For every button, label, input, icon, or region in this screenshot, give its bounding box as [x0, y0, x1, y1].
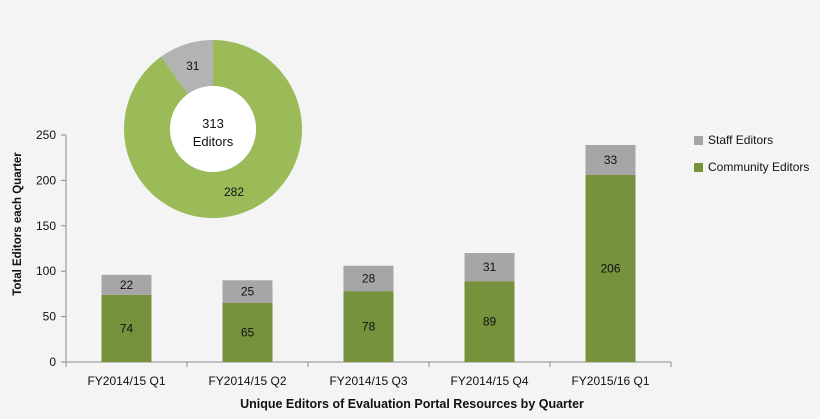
bar-value-label: 28	[362, 271, 376, 285]
staff-editors-slice	[161, 40, 213, 95]
x-axis-label: Unique Editors of Evaluation Portal Reso…	[240, 397, 584, 411]
bar-value-label: 65	[241, 325, 255, 339]
bar-value-label: 89	[483, 315, 497, 329]
slice-value-label: 282	[224, 185, 244, 199]
bar-value-label: 74	[120, 321, 134, 335]
x-tick-label: FY2014/15 Q3	[329, 374, 407, 388]
bar-value-label: 25	[241, 285, 255, 299]
legend-item-staff: Staff Editors	[694, 133, 809, 147]
legend-label: Staff Editors	[708, 133, 774, 147]
x-tick-label: FY2014/15 Q2	[208, 374, 286, 388]
bar-value-label: 206	[600, 261, 620, 275]
y-tick-label: 100	[36, 264, 56, 278]
community-editors-bar	[464, 281, 515, 362]
y-tick-label: 250	[36, 128, 56, 142]
y-tick-label: 0	[49, 355, 56, 369]
y-axis-label: Total Editors each Quarter	[12, 152, 24, 296]
y-tick-label: 150	[36, 219, 56, 233]
donut-center-label: Editors	[193, 134, 234, 149]
community-editors-bar	[222, 302, 273, 362]
x-tick-label: FY2014/15 Q1	[87, 374, 165, 388]
donut-chart: 282 31 313 Editors	[123, 40, 302, 218]
y-tick-label: 50	[43, 310, 57, 324]
y-tick-label: 200	[36, 173, 56, 187]
bar-value-label: 78	[362, 320, 376, 334]
x-tick-label: FY2014/15 Q4	[450, 374, 528, 388]
staff-editors-bar	[343, 265, 394, 292]
donut-center-label: 313	[202, 116, 224, 131]
bars: 74 22 FY2014/15 Q1 65 25 FY2014/15 Q2 78 28 FY20…	[87, 144, 650, 388]
community-editors-bar	[585, 174, 636, 362]
community-editors-bar	[343, 291, 394, 362]
staff-editors-bar	[464, 253, 515, 282]
legend-item-community: Community Editors	[694, 160, 809, 174]
community-editors-slice	[123, 40, 302, 218]
bar-value-label: 22	[120, 278, 134, 292]
axes: 0 50 100 150 200 250	[36, 128, 672, 369]
staff-editors-bar	[101, 274, 152, 295]
bar-value-label: 31	[483, 260, 497, 274]
x-tick-label: FY2015/16 Q1	[571, 374, 649, 388]
legend: Staff Editors Community Editors	[694, 133, 809, 187]
staff-swatch-icon	[694, 135, 703, 145]
staff-editors-bar	[222, 280, 273, 303]
community-swatch-icon	[694, 162, 703, 172]
staff-editors-bar	[585, 144, 636, 175]
bar-value-label: 33	[604, 153, 618, 167]
slice-value-label: 31	[186, 59, 200, 73]
legend-label: Community Editors	[708, 160, 810, 174]
community-editors-bar	[101, 294, 152, 362]
